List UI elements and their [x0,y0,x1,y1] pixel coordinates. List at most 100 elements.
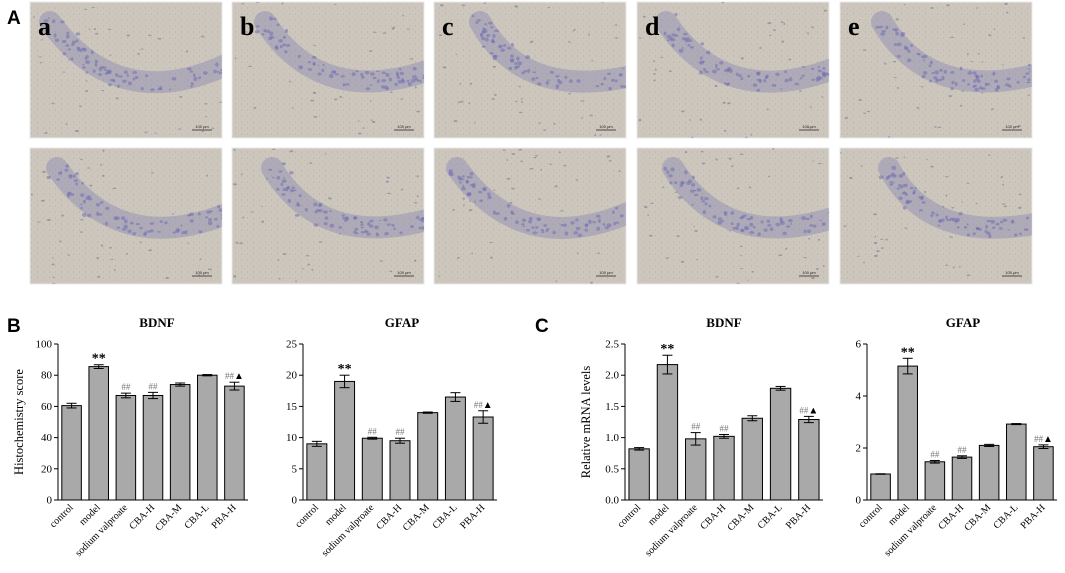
error-bar [450,392,461,402]
micrograph-tile: 100 μm [231,147,425,285]
bar [870,473,891,501]
y-tick-label: 0.0 [605,495,619,507]
scale-bar-label: 100 μm [397,270,411,275]
bar [769,387,792,501]
error-bar [929,459,940,464]
x-category-label: PBA-H [458,502,487,531]
chart-title: BDNF [706,315,741,330]
x-category-label: PBA-H [1019,502,1048,531]
x-category-label: CBA-H [374,502,404,532]
significance-label: ##▲ [799,405,818,416]
x-category-label: PBA-H [210,502,239,531]
bar [978,444,1000,501]
significance-label: ## [958,445,968,455]
panel-label-b: B [7,316,21,337]
chart-b-bdnf: BDNF Histochemistry score 0 20 40 60 80 100 cont… [12,315,248,559]
error-bar [229,381,240,391]
error-bar [93,364,104,369]
scale-bar-label: 100 μm [195,270,209,275]
y-tick-label: 0 [856,495,862,507]
error-bar [1038,444,1049,450]
error-bar [339,374,350,389]
x-category-label: control [293,502,321,530]
significance-label: ## [396,427,406,437]
scale-bar-label: 100 μm [802,270,816,275]
bar [197,374,218,501]
error-bar [1011,423,1022,426]
significance-label: ##▲ [474,400,493,411]
bar [713,435,735,501]
scale-bar-label: 100 μm [1005,270,1019,275]
error-bar [634,447,645,451]
x-category-label: control [857,502,885,530]
significance-label: ** [660,342,674,357]
error-bar [957,455,967,459]
y-tick-label: 1.0 [605,432,619,444]
y-tick-label: 60 [41,401,53,413]
y-tick-label: 1.5 [605,401,619,413]
error-bar [148,391,158,400]
scale-bar-label: 100 μm [599,124,613,129]
bar [169,384,191,501]
bar [115,394,137,501]
x-category-label: CBA-M [153,502,184,533]
error-bar [747,415,758,422]
significance-label: ## [691,422,701,432]
micrograph-tile: 100 μm c [433,1,627,139]
x-category-label: CBA-M [401,502,432,533]
micrograph-column-label: a [38,12,51,41]
chart-title: GFAP [385,315,419,330]
significance-label: ** [901,345,915,360]
x-category-label: CBA-M [725,502,756,533]
error-bar [66,402,77,409]
significance-label: ## [720,423,730,433]
x-category-label: PBA-H [784,502,813,531]
panel-label-a: A [7,8,21,29]
error-bar [803,415,814,424]
bar [334,380,356,501]
x-category-label: model [646,502,672,528]
bar [142,394,164,501]
y-tick-label: 25 [286,339,298,351]
chart-title: BDNF [139,315,174,330]
bar [224,385,245,501]
y-tick-label: 2.0 [605,370,619,382]
bar [361,437,383,501]
x-category-label: CBA-M [962,502,993,533]
x-category-label: model [323,502,349,528]
error-bar [690,432,701,446]
error-bar [478,410,489,424]
significance-label: ** [92,352,106,367]
micrograph-column-label: b [240,12,254,41]
bar [656,364,679,501]
error-bar [662,354,673,375]
y-tick-label: 2.5 [605,339,619,351]
y-axis-title: Histochemistry score [12,369,26,475]
y-tick-label: 80 [41,370,53,382]
x-category-label: model [886,502,912,528]
bar [685,438,707,501]
bar [798,419,820,501]
error-bar [395,437,405,444]
micrograph-tile: 100 μm b [231,1,425,139]
y-tick-label: 15 [286,401,298,413]
bar [417,412,439,501]
y-tick-label: 0.5 [605,463,619,475]
x-category-label: CBA-H [127,502,157,532]
bar [389,440,411,501]
significance-label: ##▲ [1034,434,1053,445]
y-tick-label: 0 [47,495,53,507]
scale-bar-label: 100 μm [397,124,411,129]
x-category-label: CBA-L [756,502,785,531]
micrograph-tile: 100 μm d [636,1,830,139]
scale-bar-label: 100 μm [1005,124,1019,129]
x-category-label: CBA-H [698,502,728,532]
bar [628,448,650,501]
y-tick-label: 2 [856,443,862,455]
y-tick-label: 4 [856,391,862,403]
x-category-label: CBA-H [936,502,966,532]
micrograph-tile: 100 μm [433,147,627,285]
